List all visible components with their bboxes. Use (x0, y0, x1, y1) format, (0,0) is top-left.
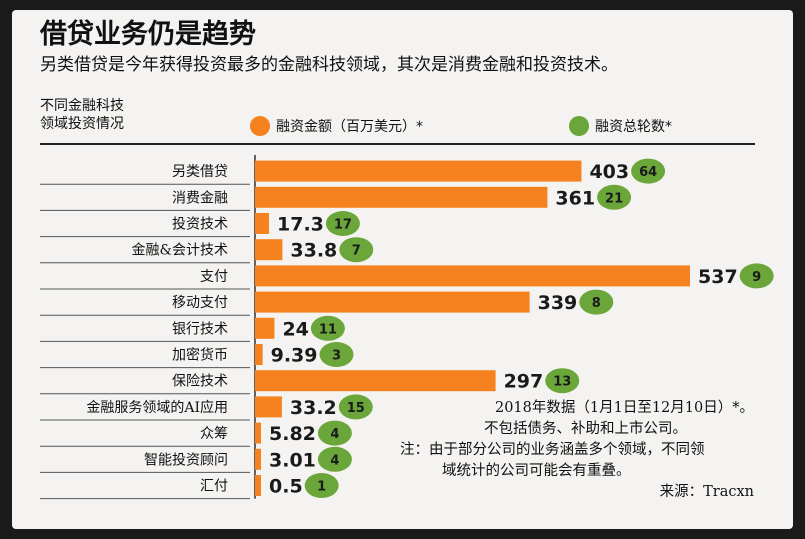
amount-value-label: 361 (555, 187, 595, 209)
rounds-circle (545, 368, 580, 394)
note-line-4: 域统计的公司可能会有重叠。 (442, 463, 631, 479)
rounds-value-label: 4 (330, 453, 339, 468)
rounds-value-label: 11 (319, 322, 337, 337)
category-header-line-2: 领域投资情况 (40, 116, 124, 132)
amount-value-label: 5.82 (269, 423, 316, 445)
rounds-circle (338, 394, 373, 420)
amount-bar (255, 317, 275, 339)
category-label: 金融&会计技术 (132, 243, 228, 259)
category-label: 汇付 (200, 479, 228, 495)
category-label: 金融服务领域的AI应用 (86, 399, 228, 416)
amount-value-label: 9.39 (271, 345, 318, 367)
amount-value-label: 537 (698, 266, 738, 288)
amount-bar (255, 344, 263, 365)
note-line-1: 2018年数据（1月1日至12月10日）*。 (494, 400, 754, 416)
amount-value-label: 339 (538, 292, 578, 314)
rounds-value-label: 64 (639, 165, 657, 180)
amount-value-label: 33.8 (290, 240, 337, 262)
amount-bar (255, 448, 261, 470)
rounds-value-label: 17 (334, 218, 352, 233)
category-label: 智能投资顾问 (144, 452, 228, 468)
note-line-5: 来源：Tracxn (659, 484, 754, 500)
category-label: 另类借贷 (172, 164, 228, 180)
amount-bar (255, 422, 261, 444)
rounds-value-label: 8 (592, 296, 601, 311)
legend-amount-swatch (250, 116, 270, 136)
amount-bar (255, 396, 282, 418)
amount-bar (255, 291, 530, 313)
legend-amount-label: 融资金额（百万美元）* (276, 119, 423, 135)
category-label: 移动支付 (172, 295, 228, 311)
rounds-circle (317, 420, 352, 446)
category-label: 消费金融 (172, 190, 228, 206)
rounds-circle (319, 342, 354, 367)
amount-bar (255, 265, 690, 287)
category-header-line-1: 不同金融科技 (40, 98, 124, 114)
legend-rounds: 融资总轮数* (569, 116, 672, 136)
rounds-value-label: 21 (605, 191, 623, 206)
rounds-circle (325, 211, 360, 236)
category-label: 加密货币 (172, 347, 228, 364)
rounds-circle (304, 473, 339, 498)
amount-value-label: 3.01 (269, 449, 316, 471)
note-line-3: 注：由于部分公司的业务涵盖多个领域，不同领 (400, 442, 705, 458)
legend-rounds-label: 融资总轮数* (595, 119, 672, 135)
category-header: 不同金融科技 领域投资情况 (40, 97, 160, 133)
amount-bar (255, 213, 270, 234)
header-rule (40, 143, 755, 145)
rounds-value-label: 3 (332, 349, 341, 364)
chart-notes: 2018年数据（1月1日至12月10日）*。 不包括债务、补助和上市公司。 注：… (400, 398, 770, 503)
amount-value-label: 0.5 (269, 476, 303, 498)
note-line-2: 不包括债务、补助和上市公司。 (484, 421, 687, 437)
rounds-circle (631, 158, 666, 184)
amount-bar (255, 239, 283, 261)
amount-value-label: 403 (589, 161, 629, 183)
category-label: 投资技术 (172, 217, 228, 233)
amount-value-label: 24 (282, 318, 308, 340)
chart-subtitle: 另类借贷是今年获得投资最多的金融科技领域，其次是消费金融和投资技术。 (40, 55, 618, 75)
rounds-value-label: 15 (347, 401, 365, 416)
amount-bar (255, 370, 496, 392)
amount-value-label: 33.2 (290, 397, 337, 419)
rounds-circle (597, 184, 632, 210)
amount-value-label: 17.3 (277, 214, 324, 236)
legend-amount: 融资金额（百万美元）* (250, 116, 423, 136)
category-label: 银行技术 (172, 321, 228, 337)
rounds-circle (739, 263, 774, 289)
amount-bar (255, 160, 582, 182)
legend-rounds-swatch (569, 116, 589, 136)
rounds-circle (579, 289, 614, 315)
chart-title: 借贷业务仍是趋势 (40, 19, 256, 50)
rounds-circle (310, 315, 345, 341)
rounds-circle (339, 237, 374, 263)
category-label: 保险技术 (172, 374, 228, 390)
rounds-value-label: 9 (752, 270, 761, 285)
rounds-circle (317, 446, 352, 472)
category-label: 支付 (200, 269, 228, 285)
rounds-value-label: 1 (317, 480, 326, 495)
amount-bar (255, 186, 548, 208)
rounds-value-label: 7 (352, 244, 361, 259)
amount-bar (255, 475, 261, 496)
rounds-value-label: 4 (330, 427, 339, 442)
rounds-value-label: 13 (553, 375, 571, 390)
category-label: 众筹 (200, 425, 228, 442)
amount-value-label: 297 (504, 371, 544, 393)
